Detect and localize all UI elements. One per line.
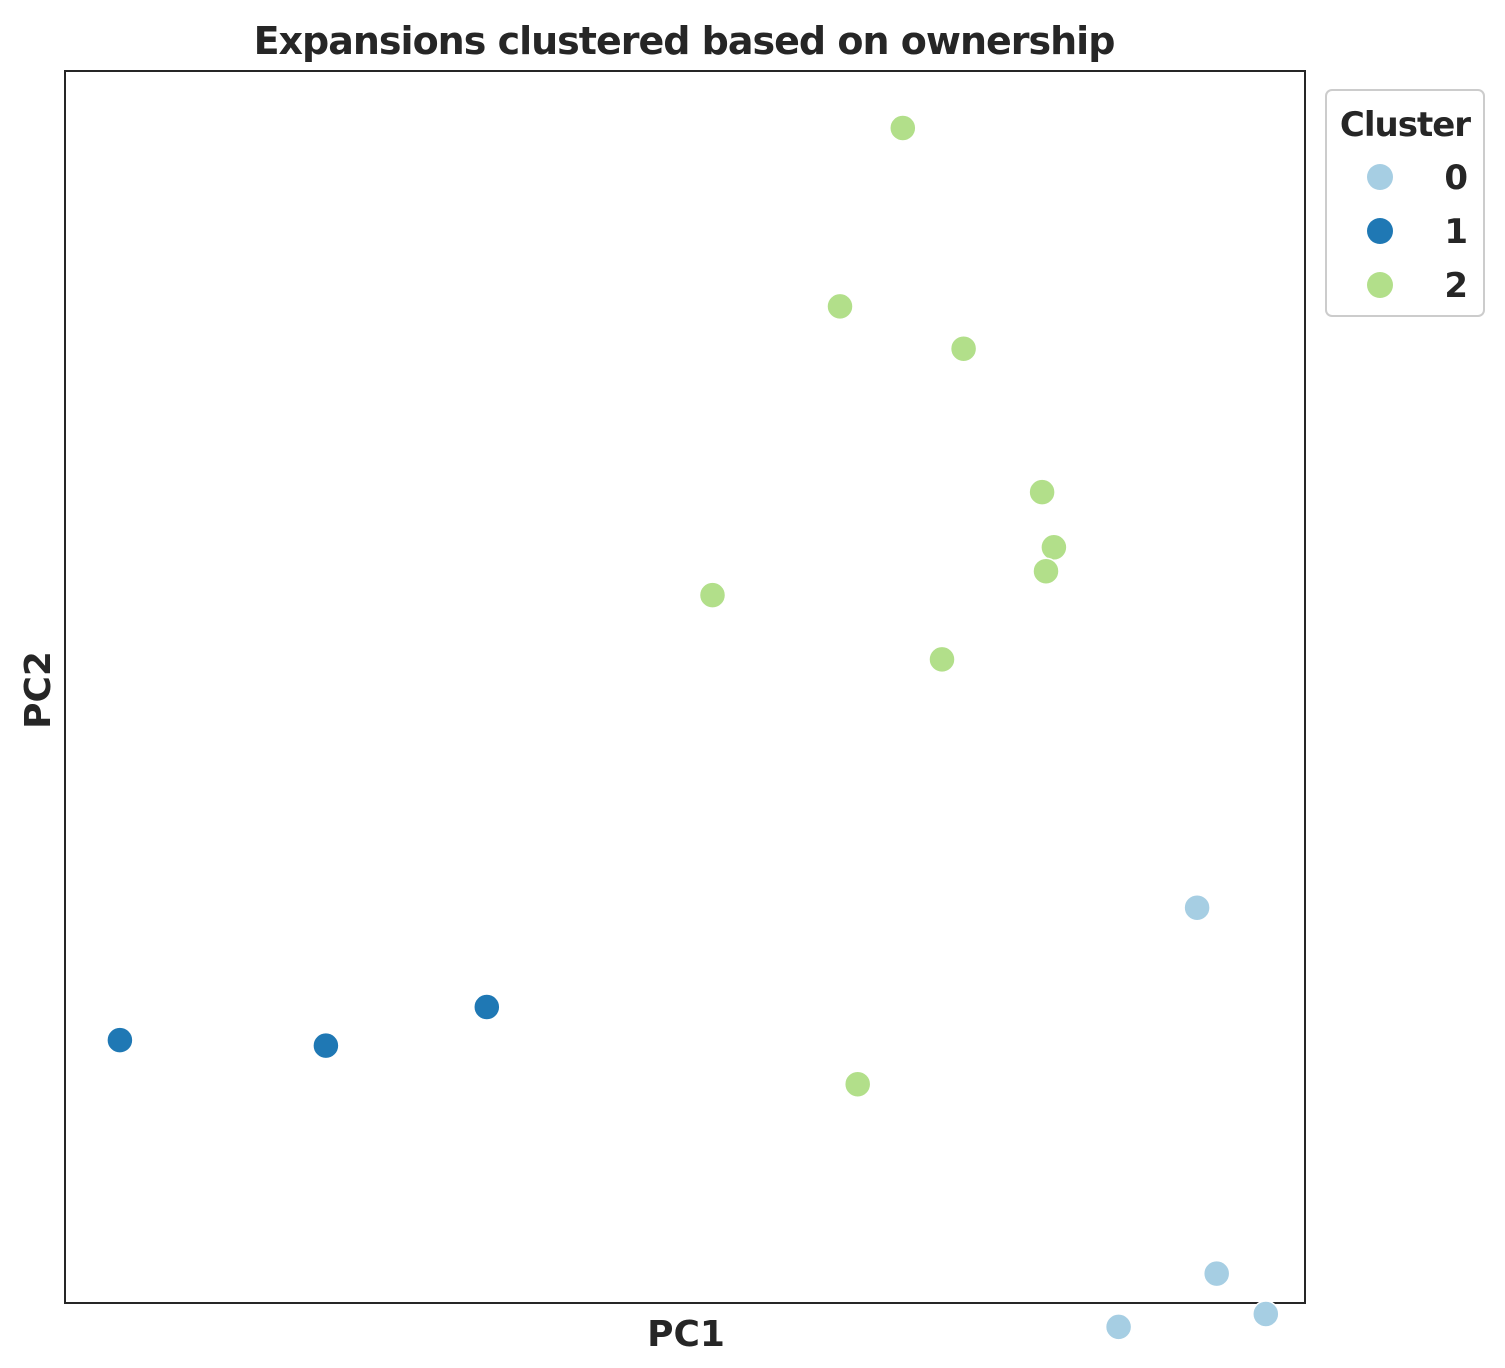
legend-label-1: 1	[1444, 212, 1468, 252]
legend-items: 0 1 2	[1367, 158, 1468, 306]
x-axis-label: PC1	[647, 1314, 725, 1355]
data-point-cluster-1-2	[473, 993, 501, 1021]
points-layer	[106, 114, 1280, 1341]
data-point-cluster-2-8	[843, 1070, 872, 1098]
data-point-cluster-2-3	[1028, 478, 1056, 506]
data-point-cluster-2-4	[1040, 533, 1068, 562]
legend-label-2: 2	[1444, 266, 1468, 306]
data-point-cluster-2-1	[826, 292, 854, 321]
legend-marker-1	[1367, 218, 1393, 244]
data-point-cluster-2-0	[889, 114, 917, 142]
legend-title: Cluster	[1340, 105, 1471, 145]
chart-title: Expansions clustered based on ownership	[254, 19, 1115, 63]
y-axis-label: PC2	[18, 651, 59, 729]
plot-area	[64, 70, 1306, 1304]
data-point-cluster-2-7	[928, 645, 956, 674]
data-point-cluster-2-6	[698, 581, 727, 609]
data-point-cluster-0-3	[1104, 1313, 1133, 1341]
legend-frame	[1325, 89, 1485, 317]
data-point-cluster-0-1	[1202, 1259, 1231, 1288]
data-point-cluster-1-1	[312, 1031, 340, 1060]
data-point-cluster-2-5	[1032, 557, 1060, 585]
data-point-cluster-2-2	[949, 334, 978, 363]
legend-marker-2	[1367, 272, 1393, 298]
data-point-cluster-1-0	[106, 1026, 134, 1054]
data-point-cluster-0-2	[1252, 1300, 1280, 1328]
legend: Cluster 0 1 2	[1325, 89, 1485, 317]
data-point-cluster-0-0	[1183, 893, 1211, 922]
legend-marker-0	[1367, 164, 1393, 190]
legend-label-0: 0	[1444, 158, 1468, 198]
